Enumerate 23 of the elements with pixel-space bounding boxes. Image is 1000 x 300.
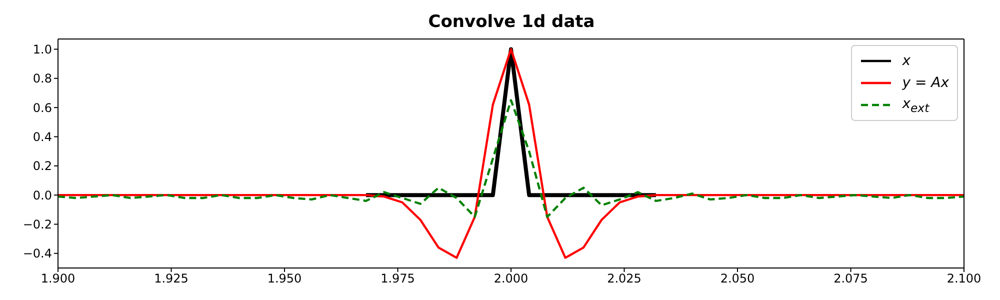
x-tick-label: 2.075 — [834, 272, 868, 286]
y-tick-label: 0.0 — [32, 188, 52, 202]
y-tick-label: 1.0 — [32, 42, 52, 56]
legend-label: y = Ax — [902, 75, 949, 91]
y-tick-label: −0.4 — [22, 246, 52, 261]
y-tick-label: 0.4 — [32, 130, 52, 144]
chart-title: Convolve 1d data — [427, 11, 596, 34]
y-tick-label: 0.8 — [32, 72, 52, 86]
x-tick-label: 2.000 — [494, 272, 528, 286]
y-tick-label: 0.6 — [32, 100, 52, 115]
x-tick-label: 1.900 — [40, 272, 76, 286]
x-tick-label: 1.975 — [380, 272, 415, 286]
x-tick-label: 1.950 — [267, 272, 302, 286]
x-tick-label: 2.100 — [946, 272, 982, 286]
legend-label: x$_{ext}$ — [902, 96, 930, 114]
x-tick-label: 2.025 — [607, 272, 642, 286]
line-series — [58, 48, 964, 259]
x-tick-label: 1.925 — [154, 272, 188, 286]
legend-label: x — [902, 53, 911, 69]
line-series — [58, 99, 964, 218]
y-tick-label: 0.2 — [32, 159, 52, 174]
y-tick-label: −0.2 — [22, 218, 52, 232]
x-tick-label: 2.050 — [720, 272, 755, 286]
